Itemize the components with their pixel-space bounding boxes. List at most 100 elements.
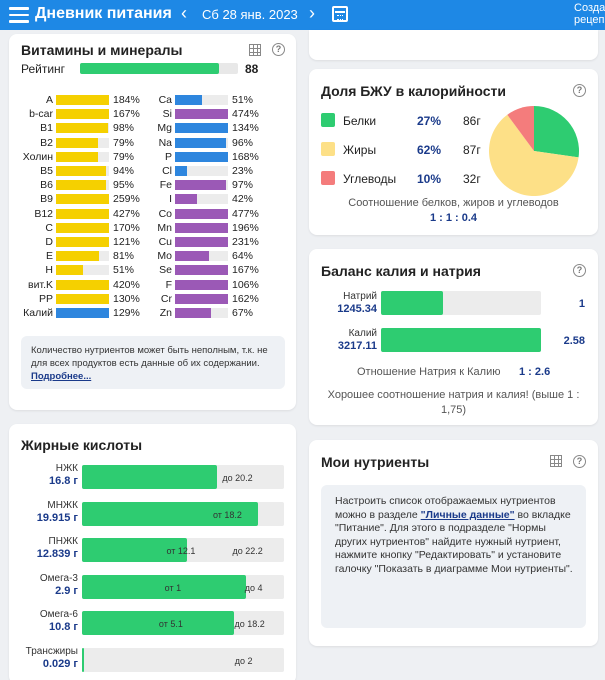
fatty-acid-bar: до 2 [82, 647, 284, 672]
create-recipe-button[interactable]: Созда рецеп [574, 2, 605, 26]
my-nutrients-text1: Настроить список отображаемых нутриентов… [335, 495, 556, 521]
nutrient-label: P [164, 150, 172, 163]
color-swatch [321, 113, 335, 127]
previous-card-bottom [309, 30, 598, 60]
nutrient-bar [175, 151, 228, 162]
my-nutrients-note: Настроить список отображаемых нутриентов… [321, 485, 586, 628]
nutrient-percent: 106% [232, 278, 259, 291]
rating-label: Рейтинг [21, 62, 66, 76]
nutrient-bar [56, 123, 109, 134]
nutrient-label: Калий [23, 307, 53, 319]
nutrient-bar-fill [175, 308, 211, 318]
fatty-acid-row: Трансжиры 0.029 г до 2 [9, 646, 285, 672]
table-view-icon[interactable] [550, 455, 562, 467]
pie-slice [489, 114, 579, 196]
nutrient-bar-fill [175, 109, 228, 120]
nutrient-bar-fill [56, 123, 108, 134]
nutrient-label: Na [158, 136, 172, 149]
balance-row: Калий 3217.11 2.58 [309, 326, 598, 356]
nutrient-percent: 81% [113, 250, 135, 263]
bju-ratio-value: 1 : 1 : 0.4 [429, 212, 478, 224]
balance-name: Калий [348, 328, 377, 339]
nutrient-bar [56, 265, 109, 276]
nutrient-label: B2 [40, 136, 53, 149]
nutrient-percent: 95% [113, 179, 135, 192]
vitamins-note-text: Количество нутриентов может быть неполны… [31, 345, 268, 369]
fatty-acid-name: Омега-3 [39, 572, 78, 584]
nutrient-bar-fill [175, 279, 228, 290]
chevron-left-icon[interactable]: ‹ [181, 3, 187, 23]
nutrient-bar-fill [175, 208, 228, 219]
balance-bar-fill [381, 291, 444, 315]
fatty-acid-bar: от 1 до 4 [82, 574, 284, 599]
nutrient-bar-fill [56, 95, 109, 105]
norm-marker: до 4 [244, 582, 263, 593]
nutrient-bar [56, 137, 109, 148]
help-icon[interactable]: ? [573, 264, 586, 277]
nutrient-bar [175, 123, 228, 134]
color-swatch [321, 171, 335, 185]
nutrient-bar-fill [56, 109, 109, 120]
nutrient-bar [56, 293, 109, 304]
nutrient-percent: 64% [232, 250, 254, 263]
nutrient-label: B6 [40, 179, 53, 192]
balance-ratio: 1 [578, 298, 585, 310]
nutrient-bar-fill [175, 166, 188, 176]
balance-bar [381, 291, 541, 315]
nutrient-label: PP [38, 292, 53, 305]
nutrient-label: D [45, 236, 53, 248]
menu-icon[interactable] [9, 7, 29, 23]
personal-data-link[interactable]: "Личные данные" [420, 508, 515, 521]
balance-ratio-label: Отношение Натрия к Калию [357, 366, 501, 378]
balance-bar [381, 328, 541, 352]
nutrient-label: Ca [158, 94, 172, 106]
nutrient-bar-fill [56, 180, 107, 191]
nutrient-label: F [165, 278, 172, 291]
more-link[interactable]: Подробнее... [31, 371, 92, 382]
help-icon[interactable]: ? [573, 455, 586, 468]
nutrient-label: Se [159, 264, 172, 277]
nutrient-bar [175, 166, 228, 176]
fatty-acid-bar-fill [82, 501, 258, 526]
bju-title: Доля БЖУ в калорийности [321, 83, 507, 99]
norm-marker: от 1 [164, 582, 182, 593]
fatty-acid-bar: от 18.2 [82, 501, 284, 526]
help-icon[interactable]: ? [573, 84, 586, 97]
nutrient-bar [56, 194, 109, 205]
fatty-acid-value: 10.8 г [48, 621, 78, 633]
nutrient-bar-fill [56, 194, 109, 205]
current-date[interactable]: Сб 28 янв. 2023 [202, 7, 298, 22]
fatty-acid-row: МНЖК 19.915 г от 18.2 [9, 500, 285, 526]
balance-ratio: 2.58 [563, 335, 585, 347]
chevron-right-icon[interactable]: › [309, 3, 315, 23]
nutrient-bar [175, 293, 228, 304]
fatty-acid-name: МНЖК [47, 499, 78, 511]
nutrient-percent: 130% [113, 292, 140, 305]
nutrient-label: Cu [158, 236, 172, 248]
nutrient-bar [56, 237, 109, 247]
nutrient-label: I [169, 193, 172, 206]
nutrient-bar [56, 251, 109, 262]
nutrient-percent: 474% [232, 108, 259, 121]
nutrient-label: Si [162, 108, 172, 121]
fatty-acid-row: Омега-3 2.9 г от 1 до 4 [9, 573, 285, 599]
table-view-icon[interactable] [249, 44, 261, 56]
norm-marker: от 12.1 [166, 546, 196, 556]
fatty-acid-row: ПНЖК 12.839 г от 12.1 до 22.2 [9, 536, 285, 562]
help-icon[interactable]: ? [272, 43, 285, 56]
nutrient-percent: 259% [113, 193, 140, 206]
fatty-acids-card: Жирные кислоты НЖК 16.8 г до 20.2 МНЖК 19.91… [9, 424, 296, 680]
my-nutrients-text2: во вкладке "Питание". Для этого в подраз… [335, 508, 573, 575]
create-recipe-line1: Созда [574, 2, 605, 14]
potassium-sodium-card: Баланс калия и натрия ? Натрий 1245.34 1 Ка… [309, 249, 598, 425]
balance-value: 3217.11 [337, 340, 377, 352]
vitamins-title: Витамины и минералы [21, 42, 183, 58]
fatty-acid-name: Трансжиры [25, 645, 78, 657]
nutrient-bar [175, 237, 228, 247]
nutrient-percent: 477% [232, 207, 259, 220]
macro-grams: 87г [463, 143, 481, 157]
nutrient-label: Co [158, 207, 172, 220]
nutrient-bar [175, 265, 228, 276]
calendar-icon[interactable] [332, 6, 348, 22]
nutrient-bar-fill [56, 208, 109, 219]
